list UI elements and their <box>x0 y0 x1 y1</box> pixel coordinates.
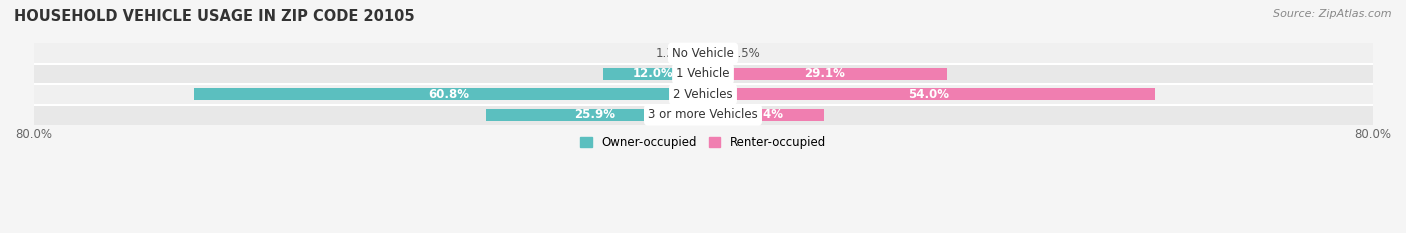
Bar <box>603 68 703 80</box>
Bar <box>34 105 1372 125</box>
Text: Source: ZipAtlas.com: Source: ZipAtlas.com <box>1274 9 1392 19</box>
Text: 54.0%: 54.0% <box>908 88 949 101</box>
Text: 1.3%: 1.3% <box>655 47 686 60</box>
Bar <box>703 89 1154 100</box>
Bar <box>34 43 1372 64</box>
Bar <box>34 84 1372 105</box>
Text: 2.5%: 2.5% <box>731 47 761 60</box>
Text: 3 or more Vehicles: 3 or more Vehicles <box>648 109 758 121</box>
Text: 29.1%: 29.1% <box>804 67 845 80</box>
Bar <box>703 68 946 80</box>
Bar <box>486 109 703 121</box>
Text: 2 Vehicles: 2 Vehicles <box>673 88 733 101</box>
Bar <box>194 89 703 100</box>
Text: 12.0%: 12.0% <box>633 67 673 80</box>
Text: 14.4%: 14.4% <box>742 109 783 121</box>
Text: 25.9%: 25.9% <box>574 109 614 121</box>
Bar <box>703 109 824 121</box>
Text: HOUSEHOLD VEHICLE USAGE IN ZIP CODE 20105: HOUSEHOLD VEHICLE USAGE IN ZIP CODE 2010… <box>14 9 415 24</box>
Bar <box>692 47 703 59</box>
Bar <box>34 64 1372 84</box>
Bar <box>703 47 724 59</box>
Text: 1 Vehicle: 1 Vehicle <box>676 67 730 80</box>
Text: No Vehicle: No Vehicle <box>672 47 734 60</box>
Text: 60.8%: 60.8% <box>427 88 470 101</box>
Legend: Owner-occupied, Renter-occupied: Owner-occupied, Renter-occupied <box>575 131 831 154</box>
